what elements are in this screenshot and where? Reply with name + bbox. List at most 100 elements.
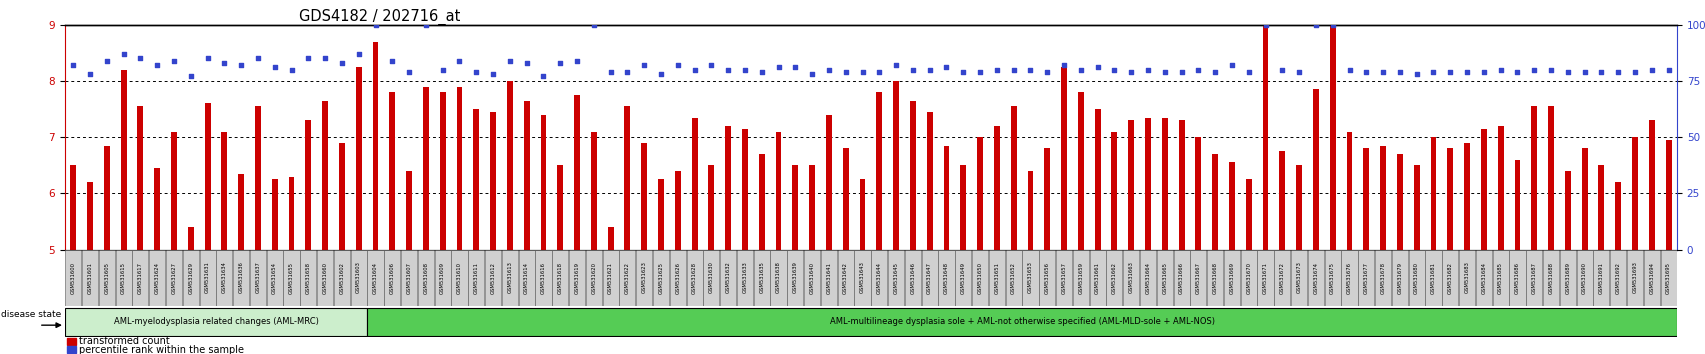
Text: GSM531644: GSM531644 (876, 262, 881, 293)
Text: GSM531636: GSM531636 (239, 262, 244, 293)
Point (1251, 22, 1279, 28)
Text: GSM531688: GSM531688 (1548, 262, 1553, 293)
Point (646, 72, 673, 77)
FancyBboxPatch shape (955, 250, 970, 306)
Point (109, 51, 136, 57)
Bar (1078, 92, 1083, 250)
Text: GSM531641: GSM531641 (825, 262, 830, 293)
Text: GSM531692: GSM531692 (1615, 262, 1620, 293)
FancyBboxPatch shape (552, 250, 568, 306)
Bar (440, 92, 445, 250)
Bar (339, 143, 344, 250)
Bar (1514, 160, 1519, 250)
Text: GSM531628: GSM531628 (692, 262, 697, 293)
Text: GSM531619: GSM531619 (575, 262, 580, 293)
FancyBboxPatch shape (1107, 250, 1122, 306)
Point (1570, 69, 1598, 75)
Point (1050, 62, 1078, 68)
FancyBboxPatch shape (1257, 250, 1274, 306)
Bar (1446, 148, 1453, 250)
Text: GSM531684: GSM531684 (1480, 262, 1485, 293)
Bar (1615, 182, 1620, 250)
Text: GSM531608: GSM531608 (423, 262, 428, 293)
Bar (909, 101, 916, 250)
Point (697, 62, 725, 68)
Point (1604, 69, 1632, 75)
Point (714, 67, 742, 73)
FancyBboxPatch shape (820, 250, 837, 306)
Bar (1061, 67, 1066, 250)
Bar (1043, 148, 1050, 250)
Point (1318, 22, 1345, 28)
Bar (322, 101, 327, 250)
Point (513, 60, 540, 66)
Bar (254, 106, 261, 250)
Bar (1178, 120, 1183, 250)
Point (344, 51, 372, 57)
Text: GSM531624: GSM531624 (155, 262, 160, 293)
Text: GSM531675: GSM531675 (1330, 262, 1335, 293)
Point (295, 56, 322, 61)
FancyBboxPatch shape (636, 250, 651, 306)
Text: GSM531654: GSM531654 (273, 262, 278, 293)
Text: GSM531607: GSM531607 (406, 262, 411, 293)
Point (194, 56, 222, 61)
Bar (742, 129, 747, 250)
Text: GSM531633: GSM531633 (742, 262, 747, 293)
Text: GSM531681: GSM531681 (1430, 262, 1436, 293)
FancyBboxPatch shape (1308, 250, 1323, 306)
Bar (222, 132, 227, 250)
FancyBboxPatch shape (435, 250, 450, 306)
FancyBboxPatch shape (1323, 250, 1340, 306)
Text: GSM531627: GSM531627 (172, 262, 176, 293)
FancyBboxPatch shape (1610, 250, 1625, 306)
Bar (70, 165, 77, 250)
Point (1033, 69, 1061, 75)
FancyBboxPatch shape (803, 250, 820, 306)
Point (312, 56, 339, 61)
Bar (1664, 140, 1671, 250)
Bar (523, 101, 529, 250)
Text: GSM531602: GSM531602 (339, 262, 344, 293)
Text: GSM531686: GSM531686 (1514, 262, 1519, 293)
Point (143, 62, 170, 68)
Point (1419, 69, 1446, 75)
Point (1083, 65, 1110, 70)
Text: GSM531657: GSM531657 (1061, 262, 1066, 293)
Point (631, 62, 658, 68)
Point (580, 22, 607, 28)
Bar (1112, 132, 1117, 250)
Text: GSM531678: GSM531678 (1379, 262, 1384, 293)
FancyBboxPatch shape (484, 250, 501, 306)
FancyBboxPatch shape (1173, 250, 1188, 306)
Point (849, 69, 876, 75)
FancyBboxPatch shape (283, 250, 300, 306)
Bar (994, 126, 999, 250)
Bar (1144, 118, 1151, 250)
Text: GSM531629: GSM531629 (188, 262, 193, 293)
Point (815, 67, 842, 73)
Bar (489, 112, 496, 250)
Bar (356, 67, 361, 250)
Text: GSM531611: GSM531611 (474, 262, 479, 293)
Point (1620, 69, 1647, 75)
Bar (188, 227, 194, 250)
Text: GSM531600: GSM531600 (70, 262, 75, 293)
Bar (776, 132, 781, 250)
FancyBboxPatch shape (888, 250, 904, 306)
Text: GSM531673: GSM531673 (1296, 262, 1301, 293)
FancyBboxPatch shape (452, 250, 467, 306)
Text: GSM531676: GSM531676 (1347, 262, 1352, 293)
Point (1502, 69, 1529, 75)
Bar (1296, 165, 1301, 250)
Text: transformed count: transformed count (78, 336, 170, 347)
FancyBboxPatch shape (569, 250, 585, 306)
FancyBboxPatch shape (921, 250, 938, 306)
Bar (406, 171, 413, 250)
Point (1100, 67, 1127, 73)
Text: GSM531690: GSM531690 (1581, 262, 1586, 293)
Point (428, 67, 455, 73)
FancyBboxPatch shape (1340, 250, 1357, 306)
Text: GSM531665: GSM531665 (1161, 262, 1166, 293)
Point (1168, 69, 1195, 75)
